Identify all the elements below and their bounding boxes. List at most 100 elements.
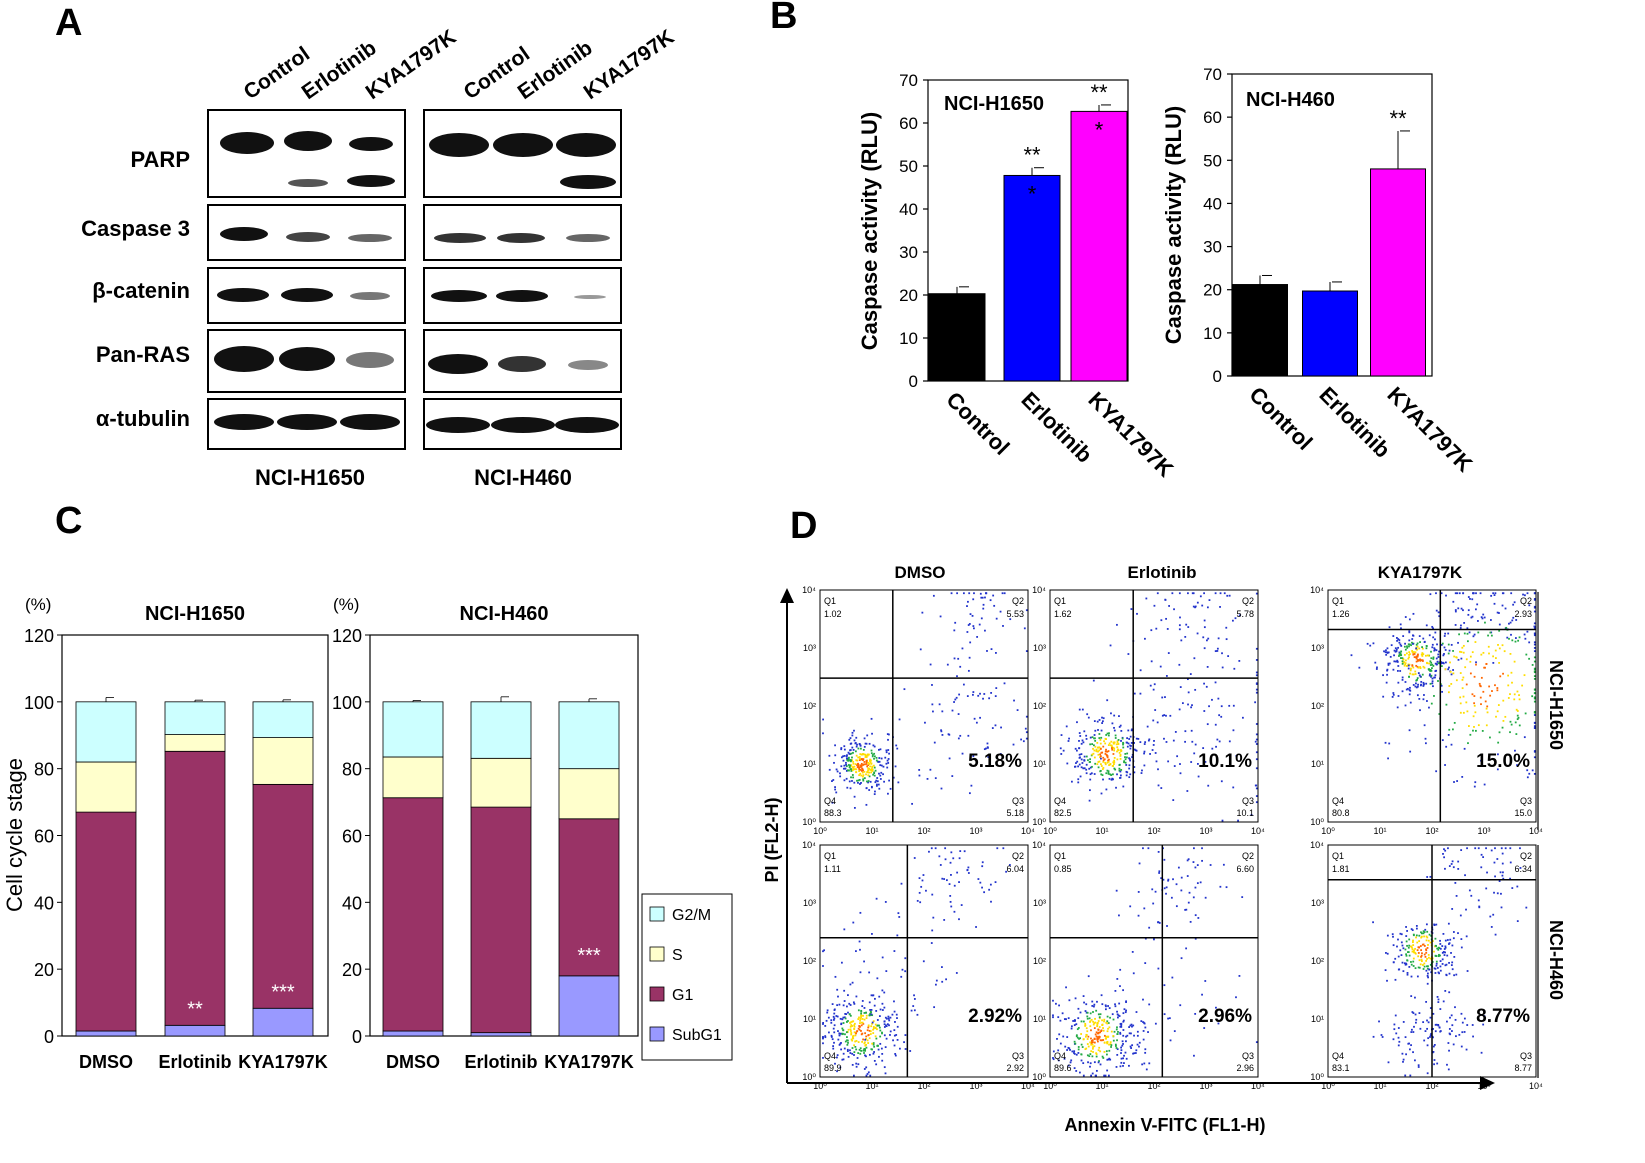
x-decade-label: 10² [917,826,930,836]
event-dot [873,757,875,760]
event-dot [871,768,874,771]
event-dot [855,1048,858,1051]
event-dot [868,775,871,778]
event-dot [879,1042,882,1045]
event-dot [847,764,850,766]
event-dot [1099,1063,1102,1066]
event-dot [1089,743,1092,746]
event-dot [872,764,875,767]
event-dot [865,1074,868,1077]
event-dot [953,701,955,703]
event-dot [896,1025,899,1028]
event-dot [1124,1051,1127,1054]
band [288,179,328,187]
quadrant-value-q4: 89.9 [824,1063,842,1073]
event-dot [1103,740,1105,743]
event-dot [1409,689,1412,692]
event-dot [1414,685,1417,688]
event-dot [1399,670,1402,672]
event-dot [850,769,853,772]
event-dot [1052,1050,1055,1053]
event-dot [1138,1041,1141,1044]
segment-s [164,734,226,752]
event-dot [860,758,863,760]
event-dot [1102,760,1105,763]
caspase-activity-panel: NCI-H1650 Caspase activity (RLU) 0102030… [857,65,1477,482]
event-dot [1133,742,1135,744]
event-dot [859,948,861,951]
event-dot [1208,705,1210,708]
x-axis-arrowhead [1480,1076,1495,1090]
plot-frame [819,844,1029,1078]
event-dot [1118,726,1121,728]
event-dot [874,790,876,793]
event-dot [928,850,930,853]
event-dot [1102,778,1104,781]
event-dot [1107,1027,1109,1030]
event-dot [1437,1001,1440,1003]
event-dot [1106,732,1109,735]
event-dot [1429,1036,1431,1038]
event-dot [1091,765,1093,768]
event-dot [880,757,883,760]
event-dot [1427,972,1429,975]
event-dot [1113,756,1116,759]
quadrant-label: Q4 [1054,1051,1066,1061]
event-dot [1466,627,1469,630]
event-dot [832,1015,835,1018]
event-dot [1427,954,1430,956]
event-dot [976,636,979,638]
event-dot [999,753,1002,755]
event-dot [1122,743,1124,746]
event-dot [979,716,981,719]
event-dot [873,1004,876,1007]
event-dot [1471,598,1474,601]
y-tick-label: 30 [899,243,918,262]
event-dot [1137,737,1140,740]
event-dot [1160,619,1163,622]
event-dot [1142,1038,1145,1041]
event-dot [841,1027,844,1030]
event-dot [1102,1057,1105,1059]
event-dot [871,732,873,735]
event-dot [871,1042,874,1045]
x-tick-label: KYA1797K [544,1052,633,1072]
event-dot [1112,773,1114,776]
event-dot [1518,724,1521,727]
event-dot [1235,754,1238,757]
event-dot [1478,905,1481,908]
event-dot [1524,712,1527,715]
quadrant-value-q1: 1.81 [1332,864,1350,874]
event-dot [1082,767,1085,770]
event-dot [1419,709,1421,712]
event-dot [872,1026,875,1028]
event-dot [876,783,878,786]
event-dot [885,1025,888,1028]
event-dot [1432,656,1435,659]
event-dot [1025,737,1028,740]
x-decade-label: 10¹ [1373,826,1386,836]
event-dot [1416,648,1418,651]
event-dot [1528,772,1531,775]
event-dot [1076,749,1078,752]
event-dot [1192,861,1195,863]
event-dot [1107,1074,1110,1077]
event-dot [1407,664,1410,667]
event-dot [1417,955,1420,958]
event-dot [863,737,866,740]
event-dot [1408,944,1411,947]
event-dot [1428,674,1431,677]
event-dot [839,772,841,775]
event-dot [894,1053,897,1055]
event-dot [1474,729,1477,732]
event-dot [1105,753,1108,756]
event-dot [1408,1042,1410,1045]
event-dot [1093,1061,1096,1064]
event-dot [1467,725,1470,727]
event-dot [1228,704,1231,707]
event-dot [848,752,851,755]
event-dot [871,754,874,756]
event-dot [822,950,824,953]
event-dot [889,1030,892,1033]
event-dot [1163,737,1165,740]
